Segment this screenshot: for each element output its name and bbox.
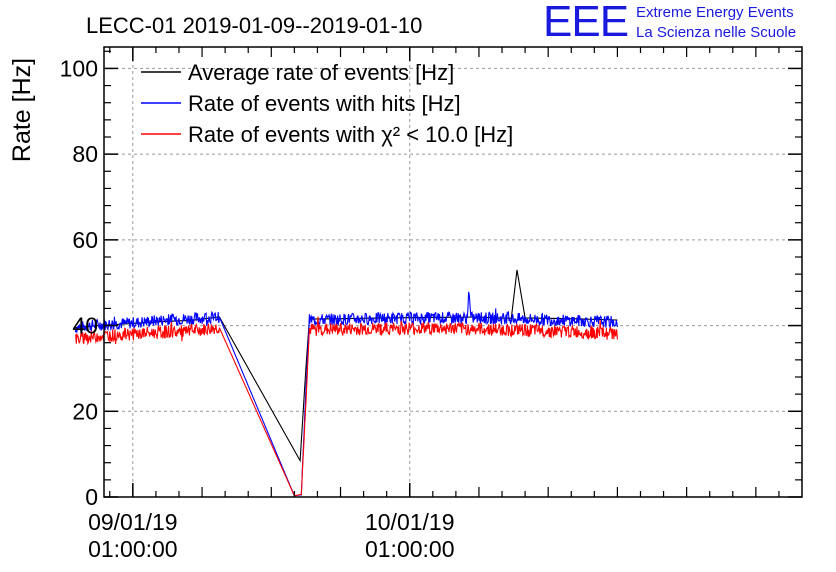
y-tick-label: 40 bbox=[72, 313, 98, 339]
legend-label: Rate of events with χ² < 10.0 [Hz] bbox=[188, 122, 513, 147]
legend: Average rate of events [Hz] Rate of event… bbox=[141, 60, 513, 147]
series-line bbox=[74, 316, 618, 497]
series-line bbox=[74, 291, 618, 497]
logo-line-1: Extreme Energy Events bbox=[636, 4, 794, 21]
legend-label: Rate of events with hits [Hz] bbox=[188, 91, 461, 116]
x-tick-label-date: 09/01/19 bbox=[88, 509, 178, 535]
x-tick-label-time: 01:00:00 bbox=[88, 536, 178, 562]
y-tick-label: 20 bbox=[72, 398, 98, 424]
y-axis-label: Rate [Hz] bbox=[8, 58, 36, 162]
y-tick-label: 60 bbox=[72, 227, 98, 253]
series-layer bbox=[74, 269, 618, 497]
y-tick-label: 80 bbox=[72, 141, 98, 167]
axes: 02040608010009/01/1901:00:0010/01/1901:0… bbox=[60, 47, 802, 562]
y-tick-label: 100 bbox=[60, 55, 98, 81]
legend-label: Average rate of events [Hz] bbox=[188, 60, 454, 85]
eee-logo-mark: EEE bbox=[543, 0, 629, 46]
y-tick-label: 0 bbox=[85, 484, 98, 510]
series-line bbox=[75, 269, 618, 463]
x-tick-label-time: 01:00:00 bbox=[365, 536, 455, 562]
logo-line-2: La Scienza nelle Scuole bbox=[636, 24, 797, 41]
plot-frame bbox=[103, 46, 803, 498]
chart-title: LECC-01 2019-01-09--2019-01-10 bbox=[86, 13, 422, 38]
x-tick-label-date: 10/01/19 bbox=[365, 509, 455, 535]
